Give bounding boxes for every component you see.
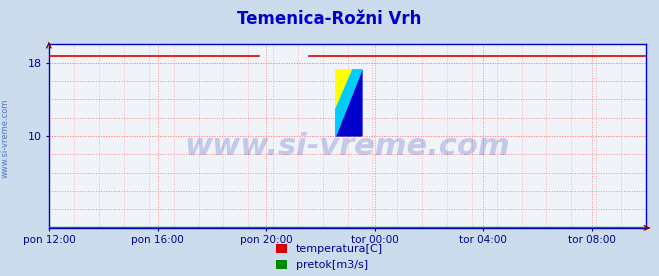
Polygon shape — [335, 70, 362, 136]
Text: Temenica-Rožni Vrh: Temenica-Rožni Vrh — [237, 10, 422, 28]
Text: www.si-vreme.com: www.si-vreme.com — [1, 98, 10, 178]
Legend: temperatura[C], pretok[m3/s]: temperatura[C], pretok[m3/s] — [276, 244, 383, 270]
Polygon shape — [335, 70, 362, 136]
Polygon shape — [335, 70, 362, 136]
Text: www.si-vreme.com: www.si-vreme.com — [185, 132, 511, 161]
